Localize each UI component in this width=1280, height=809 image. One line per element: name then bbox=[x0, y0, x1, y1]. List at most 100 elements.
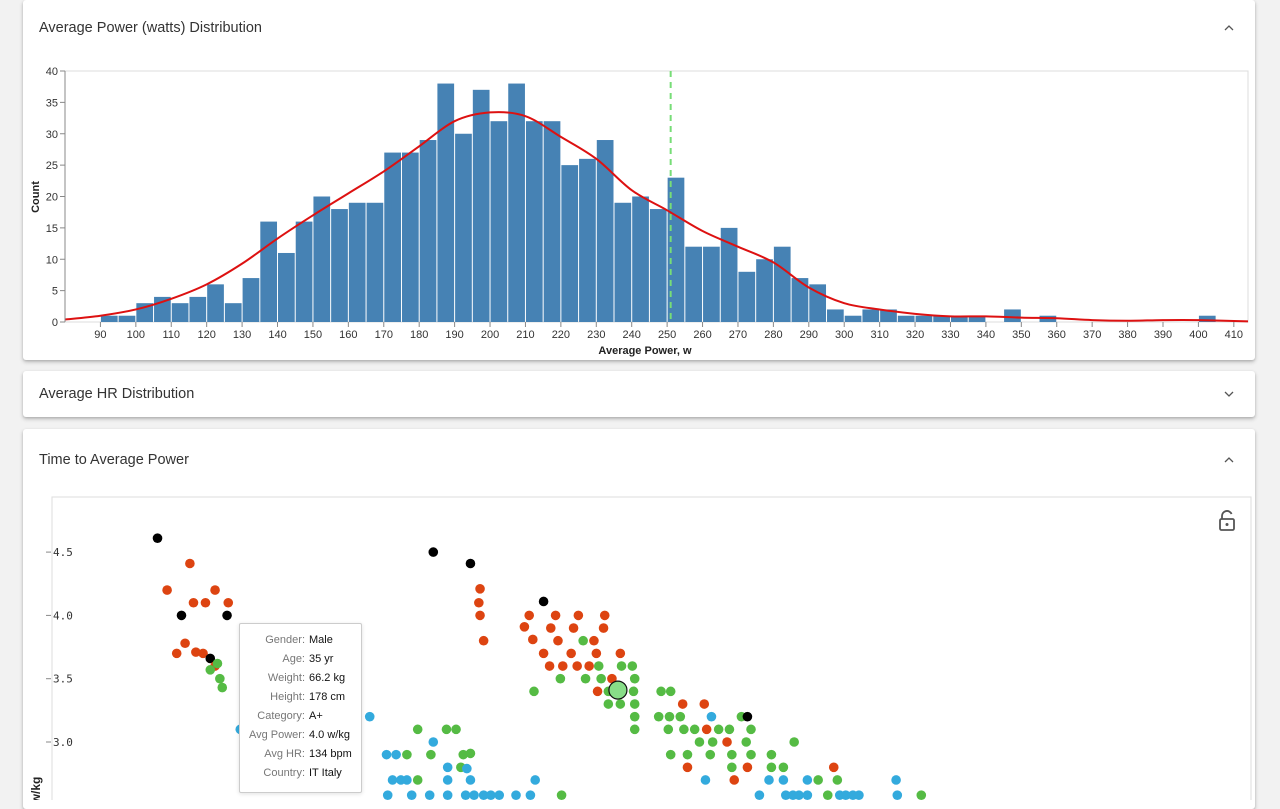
histogram-bar bbox=[756, 259, 773, 322]
tooltip-label: Avg HR: bbox=[264, 748, 305, 760]
x-tick-label: 190 bbox=[445, 329, 463, 341]
histogram-bar bbox=[348, 202, 366, 322]
tooltip-row: Country: IT Italy bbox=[240, 767, 361, 783]
histogram-bar bbox=[827, 309, 844, 322]
x-tick-label: 400 bbox=[1189, 329, 1207, 341]
x-tick-label: 380 bbox=[1118, 329, 1136, 341]
unlock-icon[interactable] bbox=[1217, 510, 1237, 532]
histogram-bar bbox=[118, 315, 136, 322]
x-tick-label: 230 bbox=[587, 329, 605, 341]
histogram-bar bbox=[260, 221, 278, 322]
histogram-bar bbox=[189, 296, 207, 322]
athlete-tooltip: Gender: Male Age: 35 yr Weight: 66.2 kg Height… bbox=[239, 623, 362, 793]
hr-distribution-panel: Average HR Distribution bbox=[23, 371, 1255, 417]
x-tick-label: 160 bbox=[339, 329, 357, 341]
x-tick-label: 210 bbox=[516, 329, 534, 341]
x-tick-label: 330 bbox=[941, 329, 959, 341]
y-tick-label: 35 bbox=[46, 97, 58, 109]
x-tick-label: 260 bbox=[693, 329, 711, 341]
tooltip-value: 35 yr bbox=[309, 653, 334, 665]
time-panel-title: Time to Average Power bbox=[39, 452, 189, 468]
histogram-bar bbox=[401, 152, 419, 322]
x-tick-label: 180 bbox=[410, 329, 428, 341]
x-tick-label: 270 bbox=[729, 329, 747, 341]
y-tick-label: 30 bbox=[46, 129, 58, 141]
x-tick-label: 220 bbox=[552, 329, 570, 341]
y-axis-title: Count bbox=[30, 181, 42, 213]
power-panel-header[interactable]: Average Power (watts) Distribution bbox=[23, 0, 1255, 56]
chevron-up-icon[interactable] bbox=[1223, 22, 1235, 34]
x-tick-label: 390 bbox=[1154, 329, 1172, 341]
x-axis-title: Average Power, w bbox=[598, 345, 692, 357]
time-panel-header[interactable]: Time to Average Power bbox=[23, 429, 1255, 485]
histogram-bar bbox=[897, 315, 915, 322]
x-tick-label: 320 bbox=[906, 329, 924, 341]
x-tick-label: 370 bbox=[1083, 329, 1101, 341]
histogram-bar bbox=[773, 246, 791, 322]
histogram-bar bbox=[543, 121, 561, 322]
x-tick-label: 100 bbox=[127, 329, 145, 341]
tooltip-label: Weight: bbox=[267, 672, 305, 684]
histogram-bar bbox=[508, 83, 525, 322]
time-to-power-panel: Time to Average Power bbox=[23, 429, 1255, 809]
histogram-bar bbox=[791, 278, 809, 322]
histogram-bar bbox=[295, 221, 313, 322]
histogram-bar bbox=[490, 121, 508, 322]
x-tick-label: 150 bbox=[304, 329, 322, 341]
histogram-bar bbox=[738, 271, 756, 322]
x-tick-label: 200 bbox=[481, 329, 499, 341]
tooltip-label: Age: bbox=[282, 653, 305, 665]
histogram-bar bbox=[171, 303, 189, 322]
histogram-bar bbox=[703, 246, 720, 322]
y-tick-label: 10 bbox=[46, 254, 58, 266]
power-panel-title: Average Power (watts) Distribution bbox=[39, 20, 262, 36]
histogram-bar bbox=[455, 133, 472, 322]
x-tick-label: 340 bbox=[977, 329, 995, 341]
histogram-bar bbox=[561, 165, 579, 322]
histogram-bar bbox=[384, 152, 401, 322]
tooltip-label: Height: bbox=[270, 691, 305, 703]
tooltip-label: Category: bbox=[257, 710, 305, 722]
tooltip-row: Height: 178 cm bbox=[240, 691, 361, 707]
y-tick-label: 20 bbox=[46, 192, 58, 204]
x-tick-label: 140 bbox=[268, 329, 286, 341]
tooltip-row: Avg Power: 4.0 w/kg bbox=[240, 729, 361, 745]
histogram-bar bbox=[242, 278, 260, 322]
histogram-bar bbox=[472, 89, 490, 322]
y-tick-label: 0 bbox=[52, 317, 58, 329]
x-tick-label: 310 bbox=[870, 329, 888, 341]
chevron-down-icon[interactable] bbox=[1223, 388, 1235, 400]
x-tick-label: 350 bbox=[1012, 329, 1030, 341]
hr-panel-header[interactable]: Average HR Distribution bbox=[23, 371, 1255, 417]
tooltip-label: Gender: bbox=[265, 634, 305, 646]
tooltip-value: A+ bbox=[309, 710, 323, 722]
histogram-bar bbox=[649, 209, 667, 322]
y-tick-label: 25 bbox=[46, 160, 58, 172]
tooltip-row: Weight: 66.2 kg bbox=[240, 672, 361, 688]
y-tick-label: 15 bbox=[46, 223, 58, 235]
tooltip-label: Country: bbox=[263, 767, 305, 779]
histogram-bar bbox=[525, 121, 543, 322]
histogram-bar bbox=[632, 196, 649, 322]
tooltip-value: 134 bpm bbox=[309, 748, 352, 760]
histogram-bar bbox=[968, 315, 986, 322]
tooltip-row: Gender: Male bbox=[240, 634, 361, 650]
x-tick-label: 110 bbox=[162, 329, 180, 341]
histogram-bar bbox=[933, 315, 950, 322]
x-tick-label: 410 bbox=[1225, 329, 1243, 341]
histogram-bar bbox=[880, 309, 897, 322]
power-distribution-panel: Average Power (watts) Distribution 0 5 10 1… bbox=[23, 0, 1255, 360]
histogram-bar bbox=[579, 158, 596, 322]
chevron-up-icon[interactable] bbox=[1223, 454, 1235, 466]
x-tick-label: 170 bbox=[375, 329, 393, 341]
y-tick-label: 40 bbox=[46, 66, 58, 78]
x-tick-label: 130 bbox=[233, 329, 251, 341]
histogram-bar bbox=[596, 140, 614, 322]
histogram-bar bbox=[720, 227, 738, 322]
histogram-bar bbox=[1004, 309, 1021, 322]
x-tick-label: 240 bbox=[623, 329, 641, 341]
histogram-bar bbox=[844, 315, 862, 322]
histogram-bar bbox=[100, 315, 118, 322]
tooltip-value: IT Italy bbox=[309, 767, 342, 779]
histogram-bar bbox=[366, 202, 384, 322]
